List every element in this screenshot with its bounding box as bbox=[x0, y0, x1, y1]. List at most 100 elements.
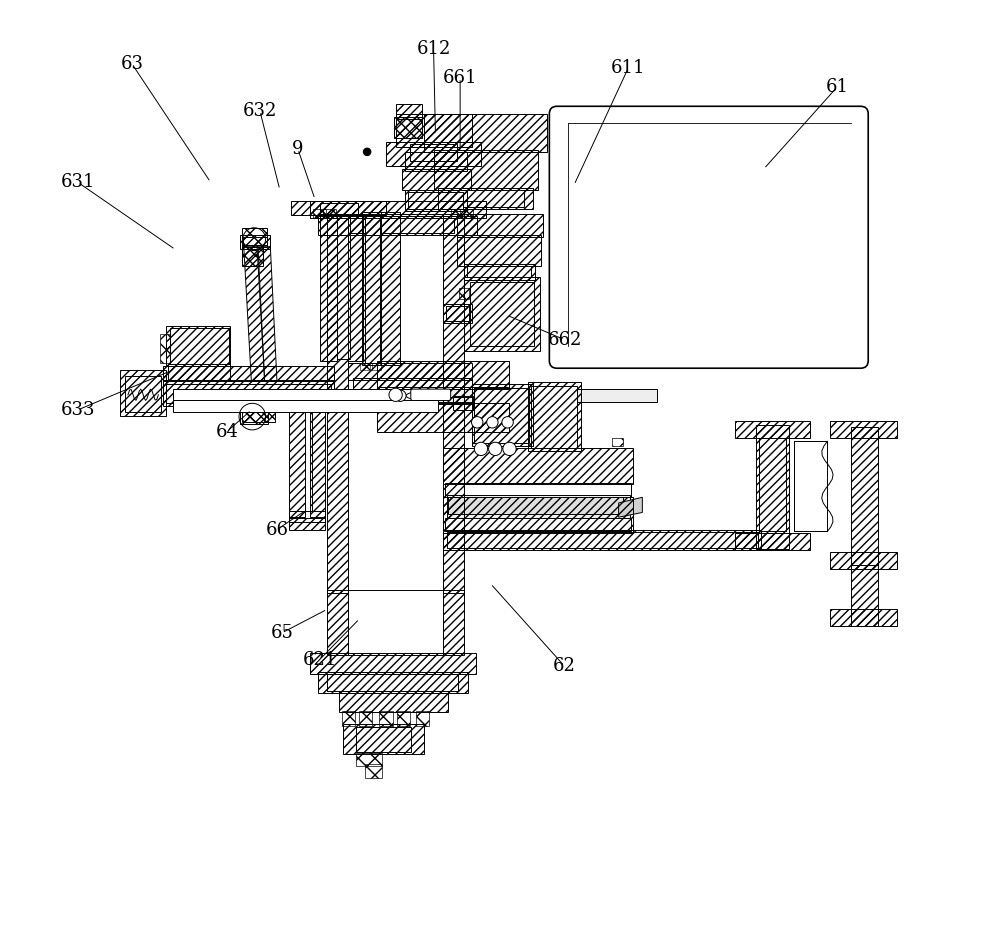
Polygon shape bbox=[619, 497, 642, 517]
Bar bbox=[830, 552, 897, 569]
Bar bbox=[735, 533, 810, 550]
Bar bbox=[320, 203, 358, 214]
Bar bbox=[445, 518, 631, 531]
Bar bbox=[445, 483, 631, 497]
Bar bbox=[342, 711, 355, 726]
Circle shape bbox=[503, 442, 516, 456]
Circle shape bbox=[474, 442, 488, 456]
Text: 62: 62 bbox=[553, 658, 576, 675]
Bar bbox=[531, 386, 577, 448]
Bar bbox=[163, 366, 334, 381]
Bar bbox=[356, 753, 382, 766]
Bar bbox=[360, 363, 370, 370]
Bar bbox=[443, 497, 633, 533]
Bar bbox=[348, 214, 443, 593]
Bar bbox=[381, 212, 400, 365]
Bar bbox=[166, 326, 230, 366]
Bar bbox=[446, 306, 469, 321]
Bar bbox=[173, 400, 438, 412]
Bar bbox=[416, 711, 429, 726]
Bar bbox=[339, 691, 448, 712]
Bar bbox=[474, 388, 529, 443]
Bar bbox=[168, 364, 230, 380]
Bar bbox=[291, 201, 386, 215]
Bar bbox=[348, 214, 363, 361]
Text: 63: 63 bbox=[120, 55, 143, 72]
Bar bbox=[405, 152, 467, 171]
Circle shape bbox=[363, 148, 371, 156]
Bar bbox=[612, 438, 623, 446]
Bar bbox=[242, 245, 263, 266]
Text: 9: 9 bbox=[292, 140, 304, 158]
Bar bbox=[377, 403, 509, 432]
Bar bbox=[289, 511, 325, 522]
Bar bbox=[362, 212, 381, 365]
Bar bbox=[448, 190, 524, 207]
Bar bbox=[365, 764, 382, 778]
Bar bbox=[438, 188, 533, 209]
Bar bbox=[289, 518, 325, 530]
Bar bbox=[830, 421, 897, 438]
Bar bbox=[166, 384, 331, 403]
Bar bbox=[448, 497, 623, 514]
Circle shape bbox=[487, 417, 498, 428]
Text: 661: 661 bbox=[443, 69, 477, 86]
Text: 61: 61 bbox=[825, 79, 848, 96]
Bar bbox=[470, 282, 534, 346]
Text: 621: 621 bbox=[303, 651, 337, 668]
Bar bbox=[447, 532, 758, 548]
Bar bbox=[386, 142, 481, 166]
Bar bbox=[163, 380, 334, 406]
Bar bbox=[830, 609, 897, 626]
Bar bbox=[467, 266, 531, 277]
Text: 632: 632 bbox=[243, 102, 277, 120]
Text: 662: 662 bbox=[547, 331, 582, 348]
FancyBboxPatch shape bbox=[549, 106, 868, 368]
Bar bbox=[310, 403, 325, 517]
Bar bbox=[353, 378, 472, 397]
Bar bbox=[379, 387, 508, 404]
Bar bbox=[173, 389, 438, 400]
Bar bbox=[240, 235, 270, 249]
Bar bbox=[240, 407, 268, 424]
Bar bbox=[348, 590, 443, 655]
Text: 612: 612 bbox=[416, 41, 451, 58]
Bar bbox=[125, 376, 161, 412]
Bar bbox=[359, 711, 372, 726]
Polygon shape bbox=[794, 441, 827, 531]
Text: 633: 633 bbox=[60, 401, 95, 419]
Bar bbox=[160, 334, 170, 363]
Bar bbox=[424, 114, 547, 152]
Bar bbox=[460, 209, 473, 218]
Ellipse shape bbox=[406, 392, 433, 400]
Bar bbox=[348, 363, 472, 380]
Bar bbox=[120, 370, 166, 416]
Bar bbox=[396, 114, 472, 147]
Bar bbox=[313, 209, 326, 218]
Bar bbox=[443, 590, 464, 655]
Bar bbox=[372, 363, 381, 370]
Bar bbox=[320, 214, 337, 361]
Bar bbox=[759, 438, 786, 531]
Bar bbox=[327, 674, 458, 691]
Bar bbox=[434, 150, 538, 190]
Bar bbox=[323, 209, 336, 218]
Bar bbox=[396, 104, 422, 119]
Bar bbox=[365, 214, 380, 363]
Bar bbox=[402, 169, 471, 190]
Text: 64: 64 bbox=[215, 423, 238, 440]
Bar bbox=[464, 264, 535, 280]
Text: 65: 65 bbox=[270, 624, 293, 642]
Bar bbox=[394, 117, 422, 138]
Bar bbox=[170, 328, 229, 364]
Bar bbox=[472, 384, 533, 446]
Bar bbox=[451, 209, 464, 218]
Bar bbox=[343, 724, 424, 754]
Bar bbox=[851, 427, 878, 569]
Circle shape bbox=[472, 417, 483, 428]
Bar bbox=[443, 530, 761, 550]
Circle shape bbox=[489, 442, 502, 456]
Bar bbox=[457, 235, 541, 266]
FancyBboxPatch shape bbox=[411, 389, 451, 400]
Bar bbox=[337, 214, 350, 359]
